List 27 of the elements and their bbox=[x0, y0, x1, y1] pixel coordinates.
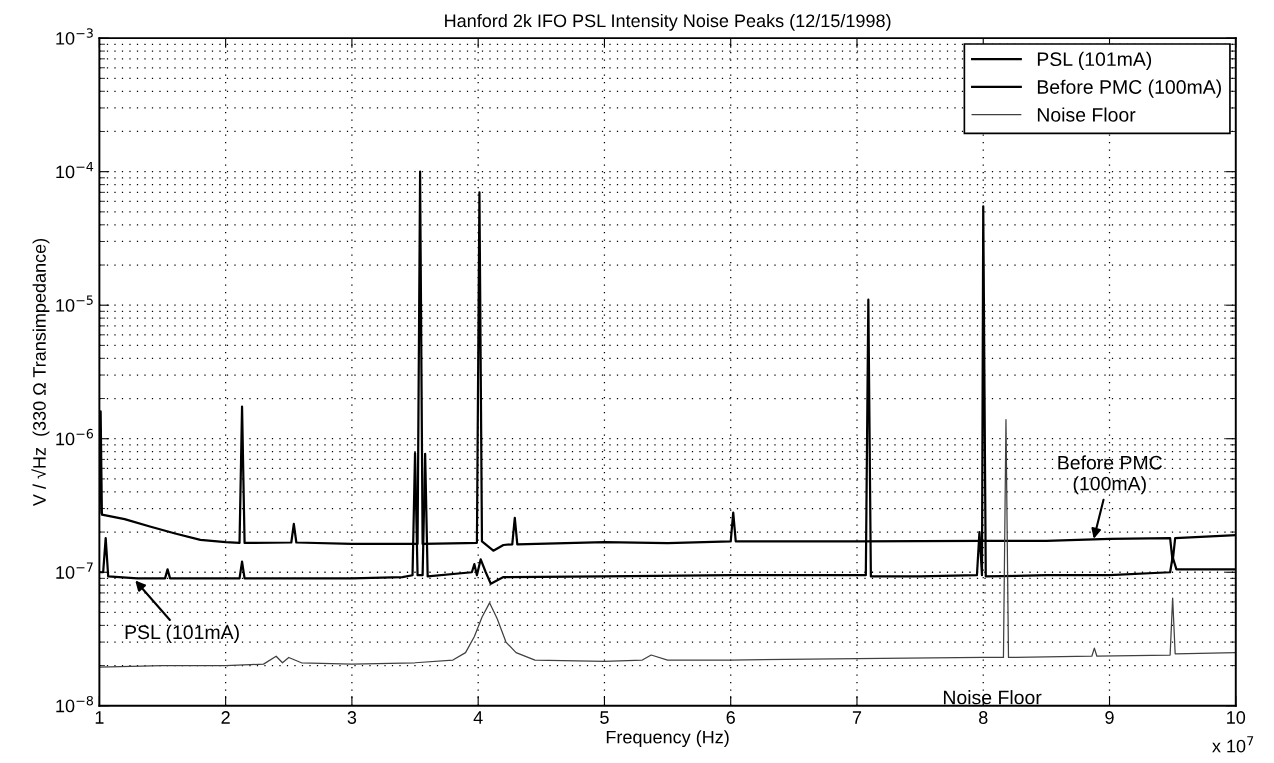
x-tick-label: 8 bbox=[979, 711, 988, 724]
x-tick-label: 9 bbox=[1105, 711, 1114, 724]
x-tick-label: 4 bbox=[473, 711, 483, 724]
y-tick-label: 10$^{−4}$ bbox=[56, 161, 94, 179]
y-axis-title: V / √Hz (330 Ω Transimpedance) bbox=[31, 238, 50, 507]
y-tick-label: 10$^{−3}$ bbox=[56, 28, 93, 45]
annotation: PSL (101mA) bbox=[125, 624, 239, 643]
annotation: Before PMC (100mA) bbox=[1058, 455, 1162, 495]
legend-label: PSL (101mA) bbox=[1037, 51, 1152, 70]
x-tick-label: 2 bbox=[221, 711, 230, 724]
x-tick-label: 7 bbox=[852, 711, 862, 724]
x-tick-label: 10 bbox=[1227, 711, 1246, 724]
x-tick-label: 3 bbox=[347, 711, 357, 724]
annotation: Noise Floor bbox=[943, 690, 1042, 705]
y-tick-label: 10$^{−8}$ bbox=[56, 695, 93, 713]
legend-label: Before PMC (100mA) bbox=[1037, 79, 1221, 98]
line-series bbox=[99, 419, 1236, 668]
x-tick-label: 5 bbox=[600, 711, 609, 724]
y-tick-label: 10$^{−7}$ bbox=[56, 562, 93, 579]
text: x 10$^{7}$ bbox=[1212, 736, 1254, 753]
x-axis-title: Frequency (Hz) bbox=[606, 730, 729, 748]
legend-label: Noise Floor bbox=[1037, 107, 1136, 122]
x-tick-label: 6 bbox=[726, 711, 735, 724]
chart-title: Hanford 2k IFO PSL Intensity Noise Peaks (12/15/1998) bbox=[445, 13, 891, 31]
y-tick-label: 10$^{−6}$ bbox=[56, 428, 94, 446]
x-tick-label: 1 bbox=[95, 711, 104, 724]
y-tick-label: 10$^{−5}$ bbox=[56, 295, 93, 312]
